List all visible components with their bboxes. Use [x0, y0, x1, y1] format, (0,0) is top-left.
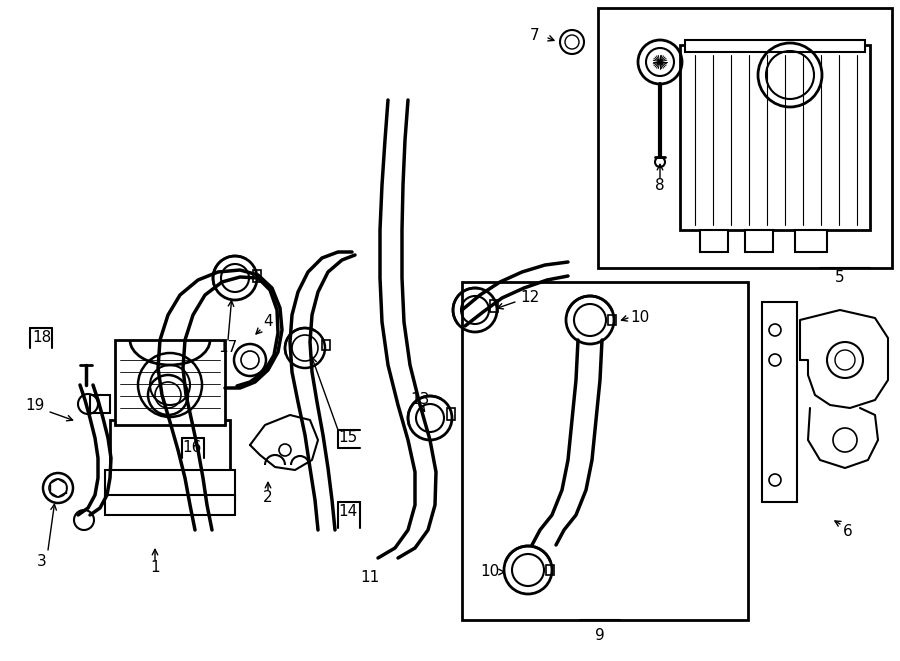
Bar: [253, 270, 261, 282]
Bar: [745, 230, 773, 252]
Text: 14: 14: [338, 504, 357, 520]
Bar: [490, 300, 498, 312]
Text: 8: 8: [655, 178, 665, 192]
Bar: [762, 302, 797, 502]
Text: 11: 11: [360, 570, 380, 586]
Bar: [105, 470, 235, 500]
Text: 15: 15: [338, 430, 357, 446]
Text: 16: 16: [183, 440, 202, 455]
Text: 13: 13: [410, 393, 429, 407]
Bar: [110, 420, 230, 475]
Bar: [680, 45, 870, 230]
Text: 1: 1: [150, 561, 160, 576]
Text: 17: 17: [219, 340, 238, 356]
Text: 6: 6: [843, 524, 853, 539]
Text: 3: 3: [37, 555, 47, 570]
Text: 18: 18: [32, 330, 51, 346]
Bar: [447, 408, 455, 420]
Text: 12: 12: [520, 290, 540, 305]
Text: 10: 10: [630, 311, 650, 325]
Text: 5: 5: [835, 270, 845, 286]
Bar: [608, 315, 616, 325]
Bar: [462, 282, 748, 620]
Circle shape: [560, 30, 584, 54]
Circle shape: [565, 35, 579, 49]
Bar: [685, 40, 865, 52]
Text: 9: 9: [595, 627, 605, 642]
Bar: [105, 495, 235, 515]
Text: 2: 2: [263, 490, 273, 506]
Text: 10: 10: [481, 564, 500, 580]
Bar: [795, 230, 827, 252]
Bar: [598, 8, 892, 268]
Bar: [700, 230, 728, 252]
Bar: [322, 340, 330, 350]
Bar: [115, 340, 225, 425]
Text: 7: 7: [530, 28, 540, 42]
Bar: [90, 395, 110, 413]
Text: 19: 19: [25, 397, 45, 412]
Bar: [546, 565, 554, 575]
Text: 4: 4: [263, 315, 273, 329]
